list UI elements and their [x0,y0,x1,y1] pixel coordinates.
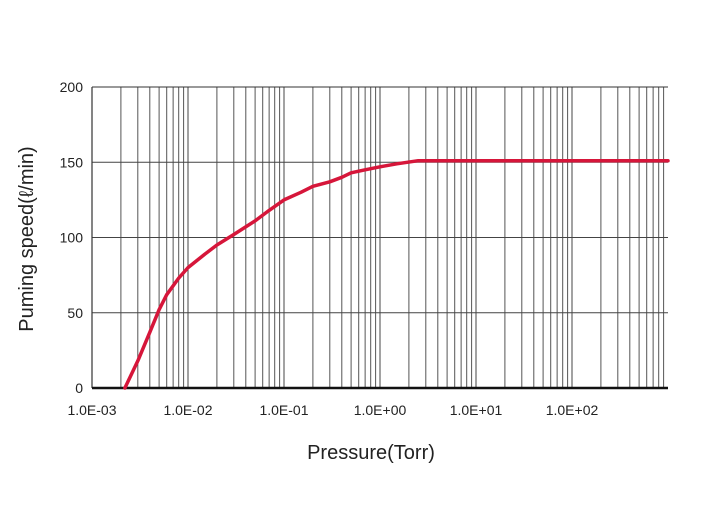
x-tick-label: 1.0E+00 [354,402,407,418]
y-tick-label: 50 [67,305,83,321]
x-tick-label: 1.0E+01 [450,402,503,418]
plot-frame [91,86,668,390]
x-axis-label: Pressure(Torr) [307,442,435,464]
x-tick-label: 1.0E-03 [67,402,116,418]
tick-labels: 1.0E-03 1.0E-02 1.0E-01 1.0E+00 1.0E+01 1.0E+… [60,79,599,418]
y-tick-label: 100 [60,230,84,246]
x-tick-label: 1.0E+02 [546,402,599,418]
y-tick-label: 200 [60,79,84,95]
x-tick-label: 1.0E-02 [163,402,212,418]
pumping-speed-line [123,158,670,390]
x-tick-label: 1.0E-01 [259,402,308,418]
series-layer [123,158,670,390]
y-tick-label: 150 [60,154,84,170]
y-axis-label: Puming speed(ℓ/min) [16,146,38,331]
y-tick-label: 0 [75,380,83,396]
